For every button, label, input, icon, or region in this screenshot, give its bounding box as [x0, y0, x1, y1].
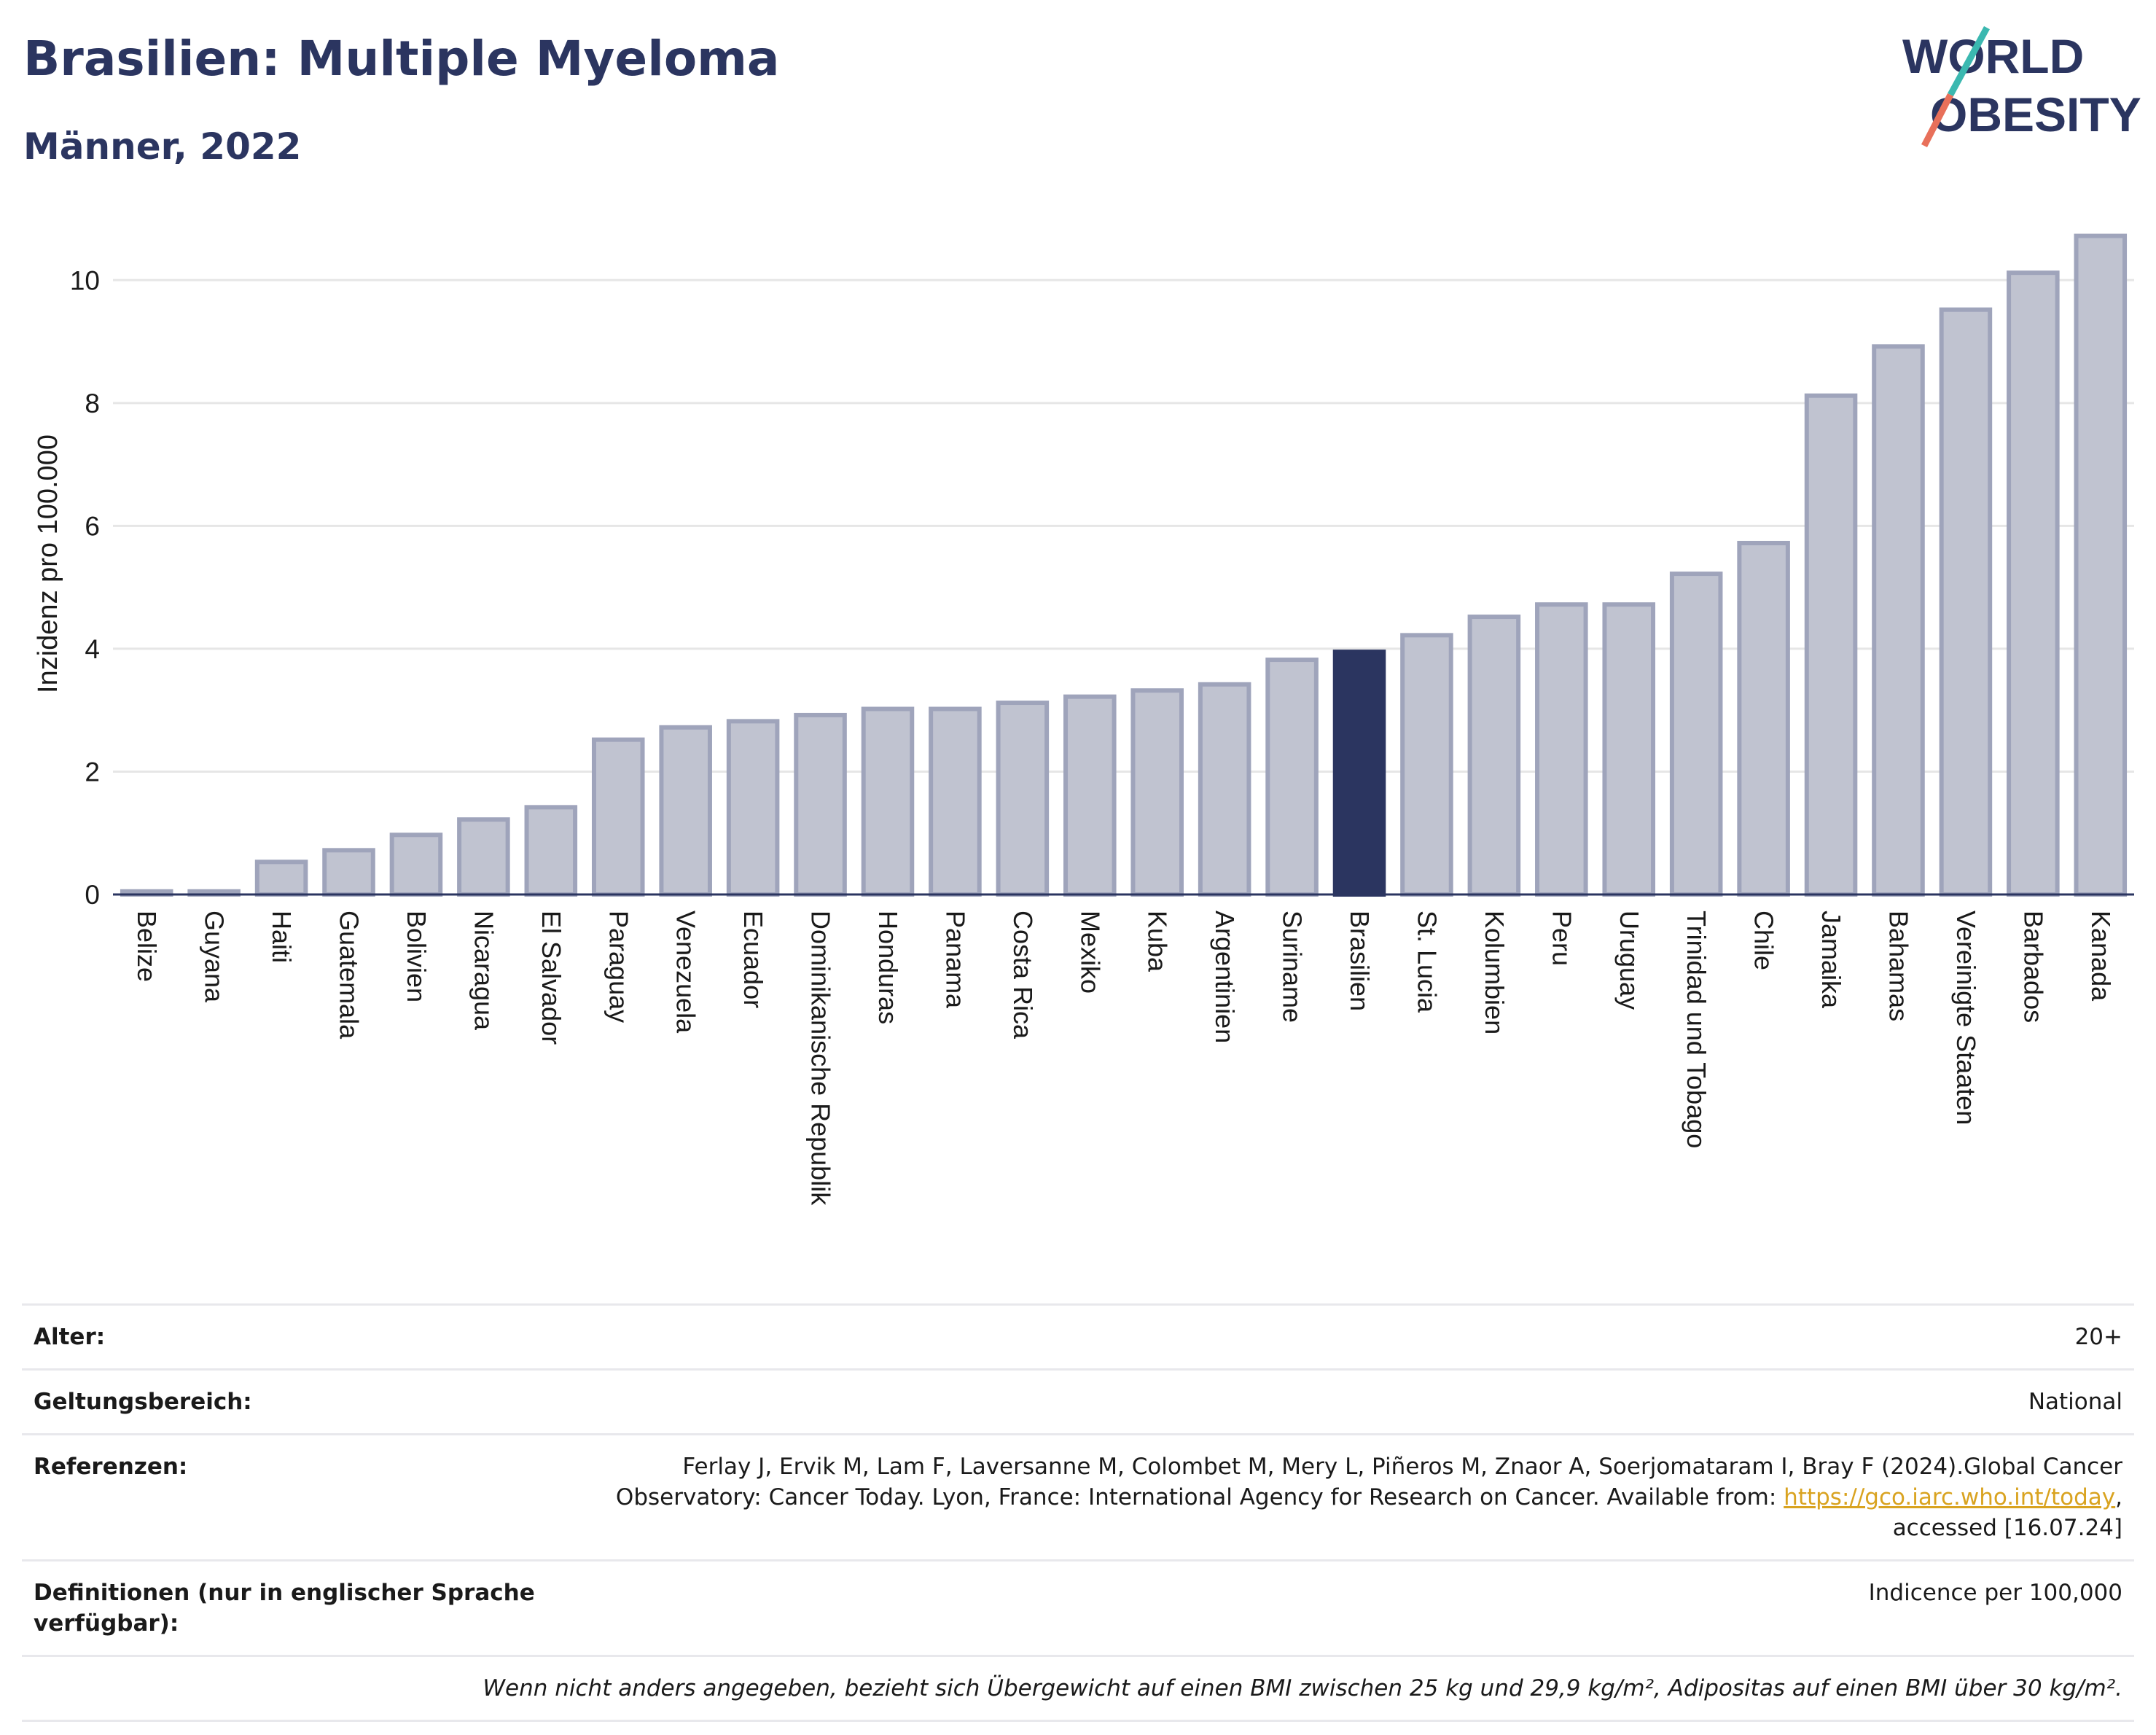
- scope-value: National: [2028, 1389, 2122, 1415]
- x-tick-label: Bahamas: [1883, 911, 1913, 1021]
- bar-paraguay: [591, 737, 645, 897]
- bar-chart: 0 2 4 6 8 10 Belize Guyana Haiti Guatemala Bolivi…: [33, 233, 2134, 1206]
- bar-kanada: [2074, 233, 2128, 897]
- x-tick-label: Haiti: [267, 911, 297, 963]
- y-tick-label: 4: [85, 634, 100, 664]
- bar-suriname: [1265, 658, 1319, 897]
- references-link[interactable]: https://gco.iarc.who.int/today: [1784, 1484, 2116, 1510]
- bmi-note: Wenn nicht anders angegeben, bezieht sic…: [483, 1675, 2122, 1701]
- y-tick-label: 0: [85, 880, 100, 910]
- bar-argentinien: [1198, 682, 1251, 897]
- x-tick-label: Argentinien: [1210, 911, 1240, 1043]
- bar-jamaika: [1804, 393, 1858, 897]
- x-tick-label: Paraguay: [604, 911, 633, 1023]
- bar-costa-rica: [996, 701, 1050, 897]
- x-tick-label: Ecuador: [738, 911, 768, 1008]
- x-tick-label: Guyana: [200, 911, 230, 1003]
- bar-venezuela: [659, 725, 712, 897]
- logo-line1: WORLD: [1902, 29, 2084, 83]
- bar-nicaragua: [457, 817, 510, 897]
- x-tick-label: Jamaika: [1816, 911, 1846, 1009]
- info-row-references: Referenzen: Ferlay J, Ervik M, Lam F, La…: [22, 1433, 2134, 1559]
- age-label: Alter:: [34, 1324, 106, 1350]
- bar-kuba: [1130, 688, 1184, 897]
- references-label: Referenzen:: [34, 1454, 188, 1480]
- x-tick-label: Panama: [940, 911, 970, 1009]
- bar-st-lucia: [1400, 633, 1453, 897]
- bar-ecuador: [726, 719, 780, 897]
- info-row-scope: Geltungsbereich: National: [22, 1368, 2134, 1433]
- bar-haiti: [254, 859, 308, 897]
- bar-trinidad-und-tobago: [1669, 572, 1723, 897]
- x-tick-label: Uruguay: [1614, 911, 1644, 1010]
- bar-bolivien: [389, 833, 443, 897]
- references-text-end: , accessed [16.07.24]: [1892, 1484, 2122, 1541]
- info-row-age: Alter: 20+: [22, 1303, 2134, 1368]
- x-tick-labels: Belize Guyana Haiti Guatemala Bolivien Nicara…: [132, 911, 2116, 1206]
- x-tick-label: Venezuela: [671, 911, 701, 1034]
- x-tick-label: Brasilien: [1345, 911, 1375, 1011]
- definitions-value: Indicence per 100,000: [1868, 1580, 2122, 1606]
- y-tick-labels: 0 2 4 6 8 10: [70, 265, 100, 910]
- bar-bahamas: [1872, 344, 1925, 897]
- x-tick-label: Kuba: [1143, 911, 1173, 972]
- y-tick-label: 2: [85, 757, 100, 787]
- bar-barbados: [2007, 270, 2060, 897]
- bar-panama: [929, 706, 982, 897]
- page-subtitle: Männer, 2022: [23, 125, 302, 168]
- x-tick-label: Chile: [1749, 911, 1779, 970]
- x-tick-label: Guatemala: [335, 911, 364, 1040]
- bar-kolumbien: [1467, 615, 1521, 897]
- x-tick-label: Barbados: [2018, 911, 2048, 1023]
- x-tick-label: Dominikanische Republik: [806, 911, 836, 1206]
- logo-slash-teal: [1948, 26, 1990, 97]
- definitions-label: Definitionen (nur in englischer Sprache …: [34, 1580, 535, 1637]
- info-row-definitions: Definitionen (nur in englischer Sprache …: [22, 1559, 2134, 1655]
- x-tick-label: Peru: [1547, 911, 1577, 966]
- bar-brasilien: [1332, 650, 1386, 897]
- x-tick-label: Kanada: [2086, 911, 2116, 1002]
- y-axis-label: Inzidenz pro 100.000: [33, 434, 63, 693]
- x-tick-label: Belize: [132, 911, 162, 982]
- info-row-note: Wenn nicht anders angegeben, bezieht sic…: [22, 1655, 2134, 1722]
- bar-chile: [1737, 540, 1790, 897]
- x-tick-label: El Salvador: [536, 911, 566, 1045]
- bar-honduras: [861, 706, 915, 897]
- world-obesity-logo: WORLD OBESITY: [1902, 26, 2141, 148]
- grid-lines: [113, 278, 2134, 773]
- x-tick-label: St. Lucia: [1412, 911, 1442, 1013]
- x-tick-label: Vereinigte Staaten: [1951, 911, 1981, 1125]
- info-table: Alter: 20+ Geltungsbereich: National Ref…: [22, 1303, 2134, 1722]
- x-tick-label: Kolumbien: [1480, 911, 1509, 1034]
- logo-line2: OBESITY: [1930, 87, 2141, 141]
- logo-slash-coral: [1921, 93, 1954, 148]
- bar-uruguay: [1602, 602, 1656, 897]
- page-title: Brasilien: Multiple Myeloma: [23, 31, 780, 87]
- bar-dominikanische-republik: [794, 712, 847, 897]
- bar-vereinigte-staaten: [1939, 307, 1993, 897]
- references-value: Ferlay J, Ervik M, Lam F, Laversanne M, …: [544, 1451, 2122, 1543]
- x-tick-label: Trinidad und Tobago: [1682, 911, 1711, 1148]
- age-value: 20+: [2074, 1324, 2122, 1350]
- bar-el-salvador: [524, 805, 578, 897]
- x-tick-label: Nicaragua: [469, 911, 499, 1031]
- references-text: Ferlay J, Ervik M, Lam F, Laversanne M, …: [615, 1454, 2122, 1510]
- x-tick-label: Mexiko: [1075, 911, 1105, 994]
- y-tick-label: 6: [85, 511, 100, 541]
- x-tick-label: Bolivien: [402, 911, 431, 1002]
- x-tick-label: Suriname: [1278, 911, 1308, 1023]
- y-tick-label: 10: [70, 265, 100, 295]
- y-tick-label: 8: [85, 389, 100, 418]
- bars: [120, 233, 2128, 897]
- bar-guatemala: [322, 848, 375, 897]
- x-tick-label: Honduras: [873, 911, 903, 1024]
- scope-label: Geltungsbereich:: [34, 1389, 252, 1415]
- bar-peru: [1535, 602, 1588, 897]
- bar-mexiko: [1063, 694, 1117, 897]
- x-tick-label: Costa Rica: [1008, 911, 1038, 1040]
